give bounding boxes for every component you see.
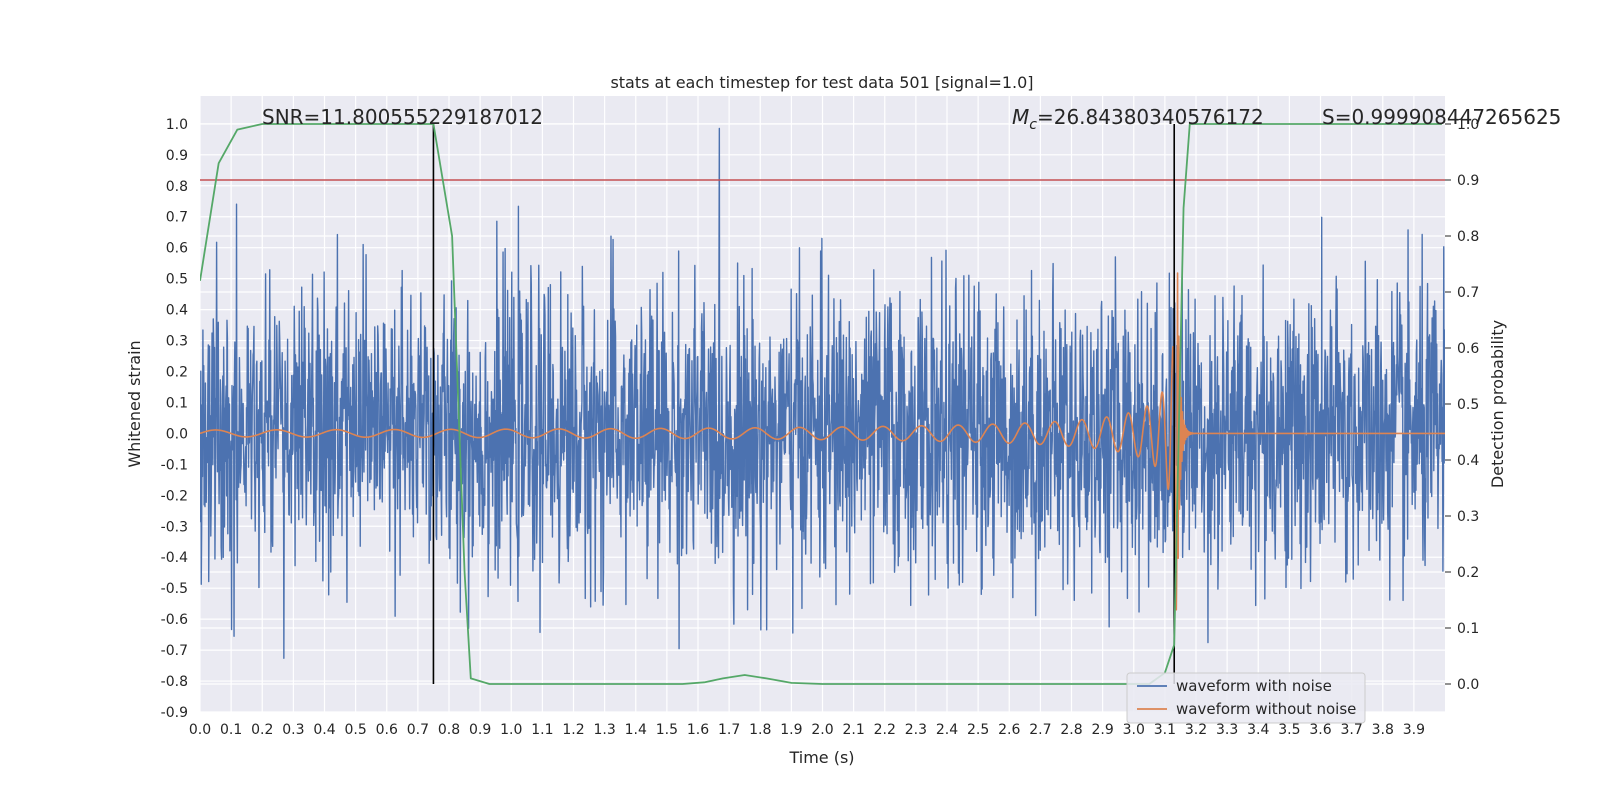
series-waveform-with-noise [200,127,1445,659]
y-tick-label: -0.6 [161,612,188,628]
y2-tick-label: 0.2 [1457,565,1479,581]
x-tick-label: 0.6 [376,722,398,738]
y-tick-label: -0.9 [161,705,188,721]
y-tick-label: 0.9 [166,148,188,164]
x-tick-label: 2.0 [811,722,833,738]
x-tick-label: 0.7 [407,722,429,738]
x-tick-label: 1.9 [780,722,802,738]
score-annotation: S=0.999908447265625 [1322,105,1561,129]
y-tick-label: 0.6 [166,241,188,257]
x-tick-label: 0.9 [469,722,491,738]
y2-tick-label: 0.3 [1457,509,1479,525]
x-tick-label: 3.3 [1216,722,1238,738]
x-tick-label: 3.1 [1154,722,1176,738]
y2-tick-label: 0.8 [1457,229,1479,245]
x-tick-label: 2.2 [874,722,896,738]
x-tick-label: 3.2 [1185,722,1207,738]
x-tick-label: 1.6 [687,722,709,738]
x-tick-label: 3.9 [1403,722,1425,738]
y2-tick-label: 0.9 [1457,173,1479,189]
snr-annotation: SNR=11.800555229187012 [262,105,543,129]
y-tick-label: -0.4 [161,550,188,566]
x-tick-label: 1.8 [749,722,771,738]
x-tick-label: 2.8 [1060,722,1082,738]
x-tick-label: 0.5 [344,722,366,738]
x-tick-label: 0.4 [313,722,335,738]
x-axis-label: Time (s) [788,748,854,767]
x-tick-label: 3.6 [1309,722,1331,738]
y2-tick-label: 0.1 [1457,621,1479,637]
chirp-mass-annotation: Mc=26.84380340576172 [1012,105,1264,133]
x-tick-label: 0.2 [251,722,273,738]
event-vertical-lines [432,124,1176,684]
x-tick-label: 1.0 [500,722,522,738]
x-tick-label: 3.7 [1340,722,1362,738]
y2-tick-label: 0.7 [1457,285,1479,301]
y2-tick-label: 0.0 [1457,677,1479,693]
y-tick-label: -0.7 [161,643,188,659]
y-tick-label: -0.8 [161,674,188,690]
x-tick-label: 2.5 [967,722,989,738]
x-tick-label: 3.8 [1372,722,1394,738]
x-tick-label: 0.8 [438,722,460,738]
y-tick-label: 0.5 [166,272,188,288]
y-axis-label: Whitened strain [125,340,144,467]
y-tick-label: -0.3 [161,519,188,535]
legend: waveform with noise waveform without noi… [1126,672,1366,724]
y-tick-label: 1.0 [166,117,188,133]
y-tick-label: 0.8 [166,179,188,195]
y2-tick-label: 1.0 [1457,117,1479,133]
y-tick-label: 0.3 [166,334,188,350]
x-tick-label: 1.1 [531,722,553,738]
x-tick-label: 2.1 [842,722,864,738]
x-tick-label: 3.5 [1278,722,1300,738]
y-tick-label: 0.0 [166,426,188,442]
x-tick-label: 3.0 [1123,722,1145,738]
y2-tick-label: 0.6 [1457,341,1479,357]
x-tick-label: 2.7 [1029,722,1051,738]
x-tick-label: 0.1 [220,722,242,738]
y2-tick-labels: 1.0 0.9 0.8 0.7 0.6 0.5 0.4 0.3 0.2 0.1 0.0 [1457,117,1479,693]
x-tick-label: 1.3 [593,722,615,738]
y-tick-label: -0.5 [161,581,188,597]
y-tick-label: 0.7 [166,210,188,226]
x-tick-label: 0.0 [189,722,211,738]
x-tick-label: 2.6 [998,722,1020,738]
chirp-mass-subscript: c [1029,117,1037,133]
y-tick-label: 0.4 [166,303,188,319]
legend-box [1126,672,1366,724]
x-tick-label: 1.7 [718,722,740,738]
legend-label-clean: waveform without noise [1176,700,1356,718]
y2-tick-label: 0.4 [1457,453,1479,469]
x-tick-label: 1.5 [656,722,678,738]
x-tick-labels: 0.0 0.1 0.2 0.3 0.4 0.5 0.6 0.7 0.8 0.9 1.0 1.1 1.2 1… [189,722,1425,738]
y2-tick-label: 0.5 [1457,397,1479,413]
y-tick-label: 0.2 [166,364,188,380]
y2-axis-label: Detection probability [1488,320,1507,488]
chirp-mass-symbol: M [1012,105,1029,129]
x-tick-label: 1.2 [562,722,584,738]
x-tick-label: 2.9 [1091,722,1113,738]
chirp-mass-value: =26.84380340576172 [1037,105,1264,129]
x-tick-label: 2.4 [936,722,958,738]
y-tick-label: -0.1 [161,457,188,473]
x-tick-label: 3.4 [1247,722,1269,738]
series-detection-probability [200,123,1442,685]
y-tick-labels: 1.0 0.9 0.8 0.7 0.6 0.5 0.4 0.3 0.2 0.1 0.0 -0.1 -0.… [161,117,188,721]
x-tick-label: 0.3 [282,722,304,738]
x-tick-label: 2.3 [905,722,927,738]
x-tick-label: 1.4 [625,722,647,738]
y-tick-label: -0.2 [161,488,188,504]
legend-label-noise: waveform with noise [1176,677,1332,695]
series-waveform-without-noise [200,272,1445,611]
y-tick-label: 0.1 [166,395,188,411]
chart-title: stats at each timestep for test data 501… [610,73,1033,92]
